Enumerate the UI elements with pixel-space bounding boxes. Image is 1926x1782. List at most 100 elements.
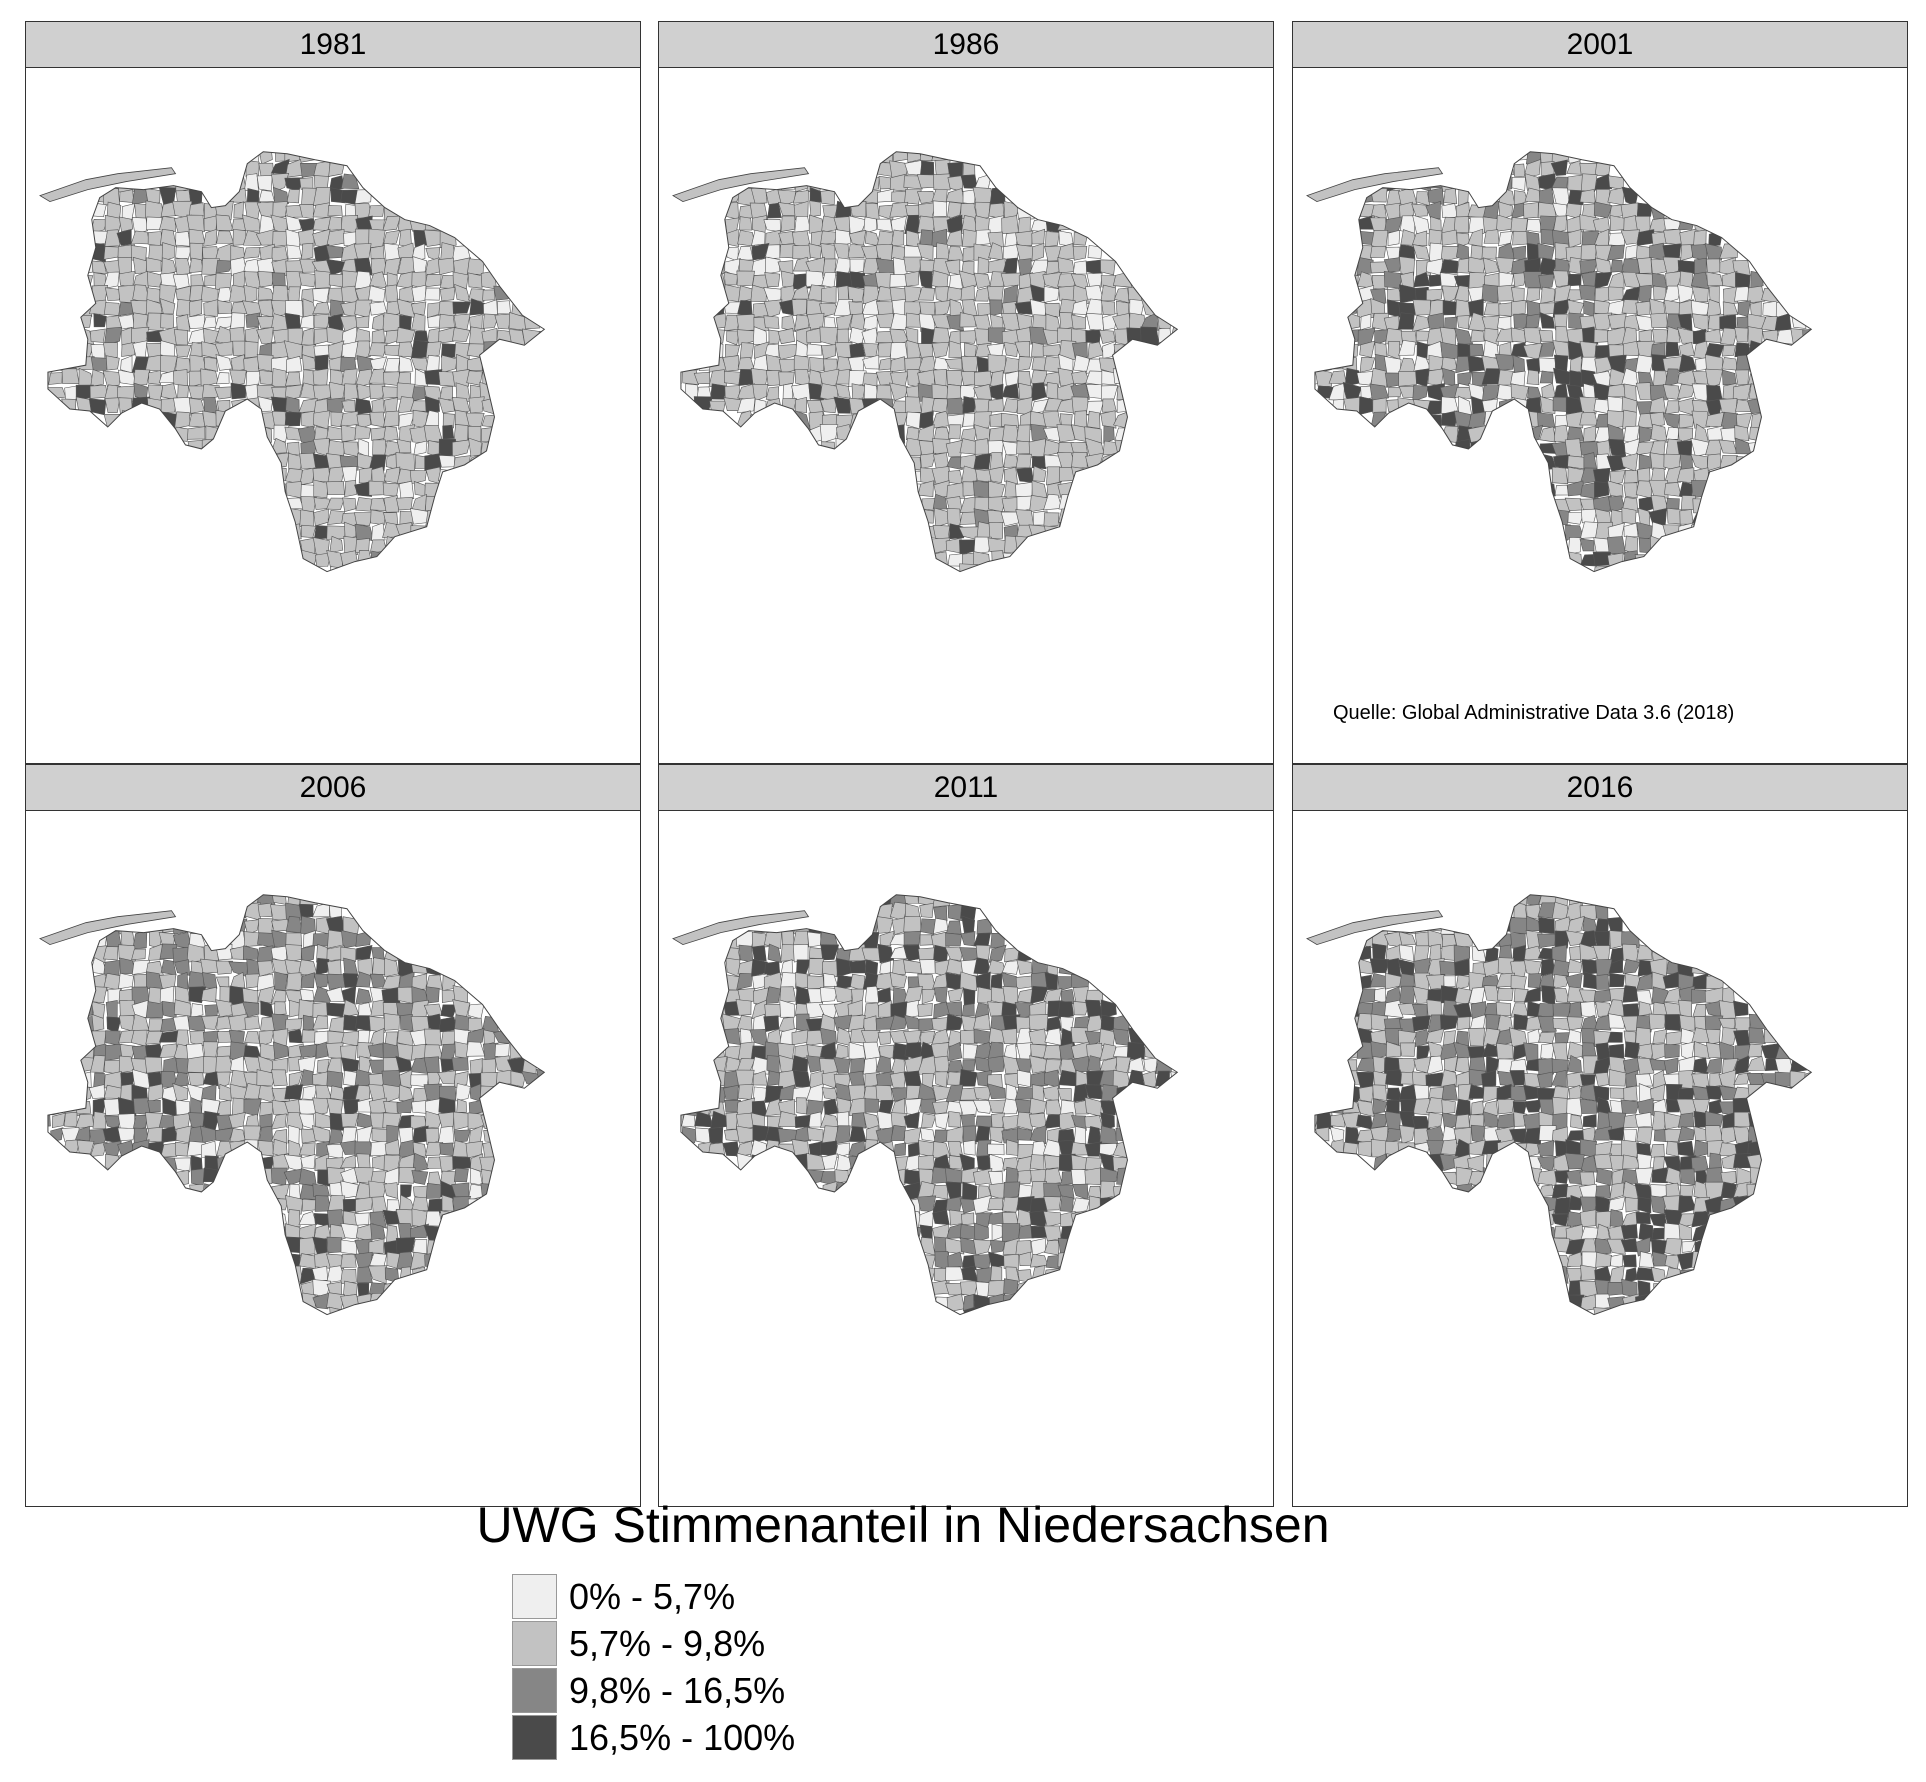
district: [1412, 214, 1431, 235]
district: [1709, 1072, 1722, 1088]
district: [987, 1143, 1005, 1156]
district: [778, 371, 795, 387]
district: [1444, 1056, 1458, 1073]
district: [960, 931, 976, 947]
district: [806, 399, 825, 415]
district: [1387, 341, 1401, 360]
district: [131, 948, 146, 961]
district: [918, 1154, 935, 1170]
district: [1621, 299, 1639, 315]
district: [1058, 959, 1076, 976]
district: [1749, 1167, 1764, 1186]
district: [1580, 508, 1598, 524]
district: [1372, 1098, 1388, 1114]
district: [1015, 453, 1032, 469]
district: [1002, 1293, 1019, 1313]
district: [467, 272, 483, 289]
district: [1580, 1001, 1597, 1019]
district: [145, 1001, 163, 1019]
district: [1554, 484, 1569, 496]
district: [243, 284, 258, 304]
district: [1623, 1085, 1638, 1102]
district: [1624, 1041, 1640, 1059]
district: [988, 258, 1006, 273]
district: [1440, 918, 1455, 935]
district: [1607, 1031, 1623, 1043]
district: [312, 1097, 330, 1116]
district: [1537, 1169, 1557, 1186]
district: [973, 1239, 993, 1256]
district: [1579, 943, 1598, 963]
district: [299, 1237, 316, 1256]
district: [1017, 258, 1033, 275]
district: [270, 989, 287, 1005]
district: [892, 151, 909, 162]
district: [370, 550, 388, 567]
district-layer: [1314, 151, 1812, 572]
district: [819, 423, 839, 444]
district: [175, 298, 192, 316]
district: [1370, 229, 1389, 248]
district: [412, 1266, 427, 1282]
source-note: Quelle: Global Administrative Data 3.6 (…: [1333, 702, 1735, 724]
district: [90, 369, 104, 387]
district: [161, 242, 175, 262]
district: [1594, 271, 1613, 289]
district: [1169, 327, 1178, 344]
district: [795, 339, 809, 358]
district: [862, 177, 880, 192]
district: [187, 971, 205, 989]
district: [343, 383, 359, 401]
district: [988, 1182, 1006, 1200]
district: [933, 426, 951, 442]
district: [807, 931, 822, 948]
district: [1791, 341, 1805, 359]
district: [340, 1253, 357, 1269]
district: [1057, 1087, 1072, 1102]
district: [1593, 1126, 1612, 1141]
district: [1551, 1183, 1569, 1199]
district: [1483, 229, 1500, 244]
state-outline: [1314, 894, 1813, 1316]
district: [1412, 1015, 1431, 1032]
district: [51, 1112, 66, 1128]
district: [806, 326, 825, 343]
district: [1706, 298, 1722, 319]
district: [311, 1125, 330, 1143]
district: [904, 160, 923, 176]
district: [1100, 284, 1116, 302]
district: [299, 988, 315, 1001]
district: [834, 1043, 849, 1061]
district: [1621, 186, 1639, 206]
district: [355, 315, 370, 329]
district: [1003, 1278, 1019, 1294]
district: [1567, 174, 1584, 192]
district: [794, 216, 811, 234]
district: [1664, 1014, 1681, 1031]
map-panel-1981: 1981: [25, 21, 641, 764]
district: [1678, 1056, 1696, 1075]
district: [298, 1056, 316, 1074]
district: [437, 1125, 455, 1145]
district: [710, 383, 728, 400]
district: [242, 945, 260, 961]
district: [1399, 985, 1416, 1006]
district: [315, 552, 332, 567]
district: [1722, 301, 1739, 316]
legend-swatch: [512, 1715, 557, 1760]
district: [396, 496, 413, 511]
district: [1665, 400, 1680, 415]
district: [160, 313, 175, 330]
district: [1030, 1237, 1046, 1257]
map-area: [659, 811, 1273, 1506]
district: [1554, 1170, 1570, 1184]
district: [1085, 312, 1104, 332]
district: [905, 999, 920, 1019]
district: [1551, 466, 1569, 485]
district: [327, 340, 345, 359]
district: [271, 894, 287, 905]
district: [327, 205, 343, 217]
district: [1030, 1071, 1048, 1087]
district: [988, 466, 1005, 484]
district: [931, 551, 949, 568]
